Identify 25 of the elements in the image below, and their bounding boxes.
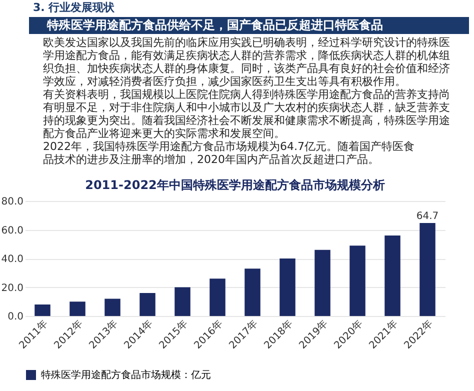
bar (244, 268, 260, 316)
bar (384, 236, 400, 316)
text: 3. 行业发展现状 (33, 1, 116, 14)
legend-label: 特殊医学用途配方食品市场规模：亿元 (41, 369, 211, 381)
bar (70, 302, 86, 316)
text: 欧美发达国家以及我国先前的临床应用实践已明确表明，经过科学研究设计的特殊医学用途配方食品，能有效满足疾病状态人群的营养需求，降低疾病状态人群的机体组织负担、加快疾病状态人群的身体康复。同时，该类产品具有良好的社会价值和经济学效应，对减轻消费者医疗负担，减少国家医药卫生支出等具有积极作用。 (43, 36, 450, 88)
y-tick-label: 20.0 (1, 282, 24, 294)
y-tick-label: 80.0 (1, 196, 24, 208)
chart-title: 2011-2022年中国特殊医学用途配方食品市场规模分析 (85, 178, 385, 192)
text: 有关资料表明，我国规模以上医院住院病人得到特殊医学用途配方食品的营养支持尚有明显不足，对于非住院病人和中小城市以及广大农村的疾病状态人群，缺乏营养支持的现象更为突出。随着我国经济社会不断发展和健康需求不断提高，特殊医学用途配方食品产业将迎来更大的实际需求和发展空间。 (43, 88, 450, 140)
data-label: 64.7 (416, 210, 439, 222)
bar (174, 287, 190, 316)
bar (140, 293, 156, 316)
text: 2022年，我国特殊医学用途配方食品市场规模为64.7亿元。随着国产特医食品技术的进步及注册率的增加，2020年国内产品首次反超进口产品。 (43, 140, 414, 166)
y-tick-label: 0.0 (8, 312, 24, 322)
bar (210, 278, 226, 316)
bar (314, 250, 330, 316)
y-tick-label: 60.0 (1, 225, 24, 236)
bar (350, 246, 366, 316)
bar (104, 298, 120, 316)
bar (34, 304, 50, 316)
bar (280, 258, 296, 316)
bar (420, 222, 436, 316)
text: 特殊医学用途配方食品供给不足，国产食品已反超进口特医食品 (46, 18, 383, 32)
y-tick-label: 40.0 (1, 254, 24, 265)
